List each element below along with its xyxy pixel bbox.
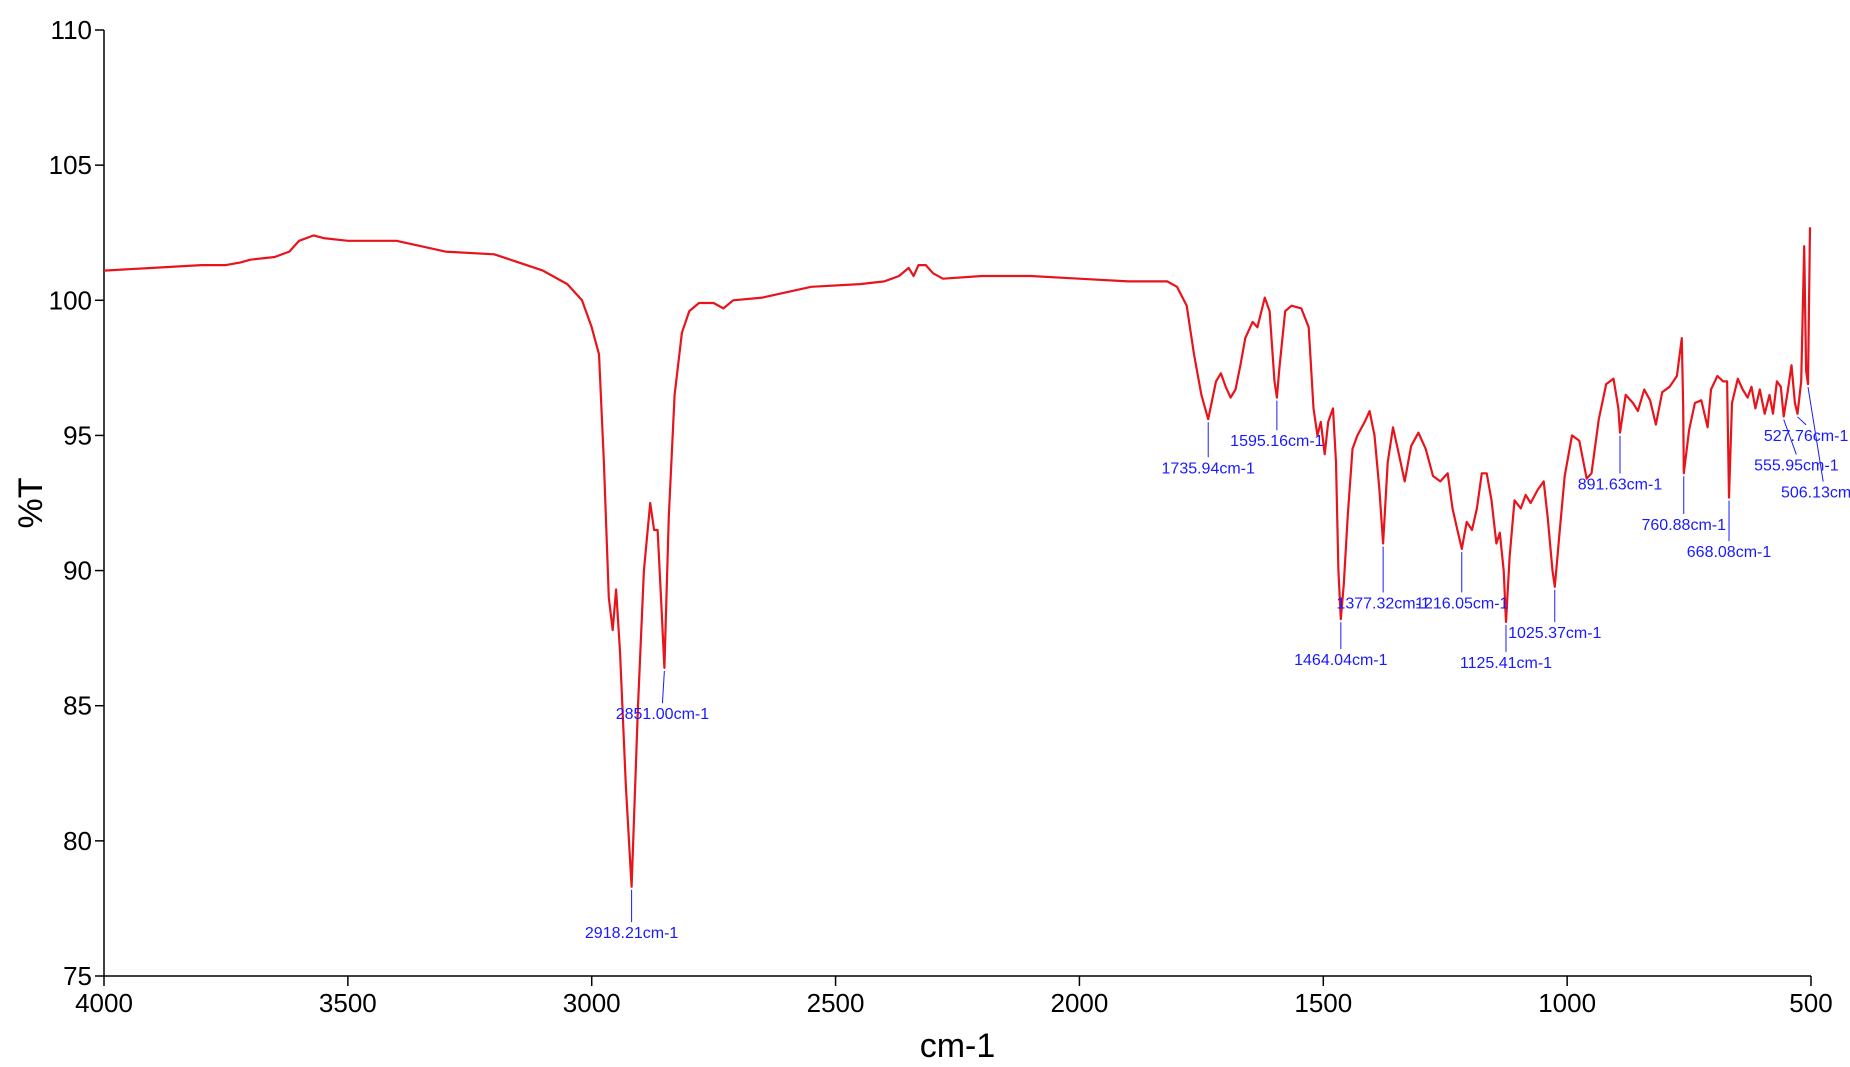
peak-label: 1216.05cm-1 xyxy=(1415,595,1508,612)
x-tick-label: 1500 xyxy=(1294,988,1352,1018)
x-tick-label: 2000 xyxy=(1051,988,1109,1018)
peak-label: 555.95cm-1 xyxy=(1754,458,1839,475)
peak-label: 1735.94cm-1 xyxy=(1162,460,1255,477)
peak-label: 891.63cm-1 xyxy=(1578,476,1663,493)
y-tick-label: 105 xyxy=(49,150,92,180)
y-tick-label: 85 xyxy=(63,691,92,721)
peak-label: 668.08cm-1 xyxy=(1687,544,1772,561)
peak-label: 527.76cm-1 xyxy=(1764,428,1849,445)
peak-label: 1025.37cm-1 xyxy=(1508,625,1601,642)
spectrum-series xyxy=(103,227,1812,888)
y-tick-label: 75 xyxy=(63,961,92,991)
chart-axes: 75 80 85 90 95 100 105 110 4000 3500 3000 2500 2000 1… xyxy=(49,15,1833,1018)
peak-leader-line xyxy=(1783,419,1797,455)
peak-annotations: 2918.21cm-1 2851.00cm-1 1735.94cm-1 1595.16… xyxy=(585,386,1850,942)
peak-label: 760.88cm-1 xyxy=(1642,517,1727,534)
x-tick-label: 4000 xyxy=(75,988,133,1018)
x-tick-label: 1000 xyxy=(1538,988,1596,1018)
peak-label: 506.13cm-1 xyxy=(1781,485,1850,502)
y-tick-label: 90 xyxy=(63,556,92,586)
peak-label: 2851.00cm-1 xyxy=(616,706,709,723)
y-tick-label: 100 xyxy=(49,285,92,315)
peak-leader-line xyxy=(1807,386,1824,482)
spectrum-line xyxy=(103,227,1812,888)
peak-leader-line xyxy=(1797,416,1807,426)
x-tick-label: 500 xyxy=(1789,988,1832,1018)
peak-leader-line xyxy=(661,670,665,704)
peak-label: 2918.21cm-1 xyxy=(585,925,678,942)
x-tick-label: 3000 xyxy=(563,988,621,1018)
peak-label: 1377.32cm-1 xyxy=(1336,595,1429,612)
x-axis-title: cm-1 xyxy=(920,1027,996,1065)
y-axis-title: %T xyxy=(12,478,50,529)
x-tick-label: 3500 xyxy=(319,988,377,1018)
peak-label: 1125.41cm-1 xyxy=(1460,655,1552,672)
y-tick-label: 95 xyxy=(63,420,92,450)
y-tick-label: 80 xyxy=(63,826,92,856)
peak-label: 1595.16cm-1 xyxy=(1230,433,1323,450)
x-tick-label: 2500 xyxy=(807,988,865,1018)
peak-label: 1464.04cm-1 xyxy=(1294,652,1387,669)
y-tick-label: 110 xyxy=(51,15,92,45)
